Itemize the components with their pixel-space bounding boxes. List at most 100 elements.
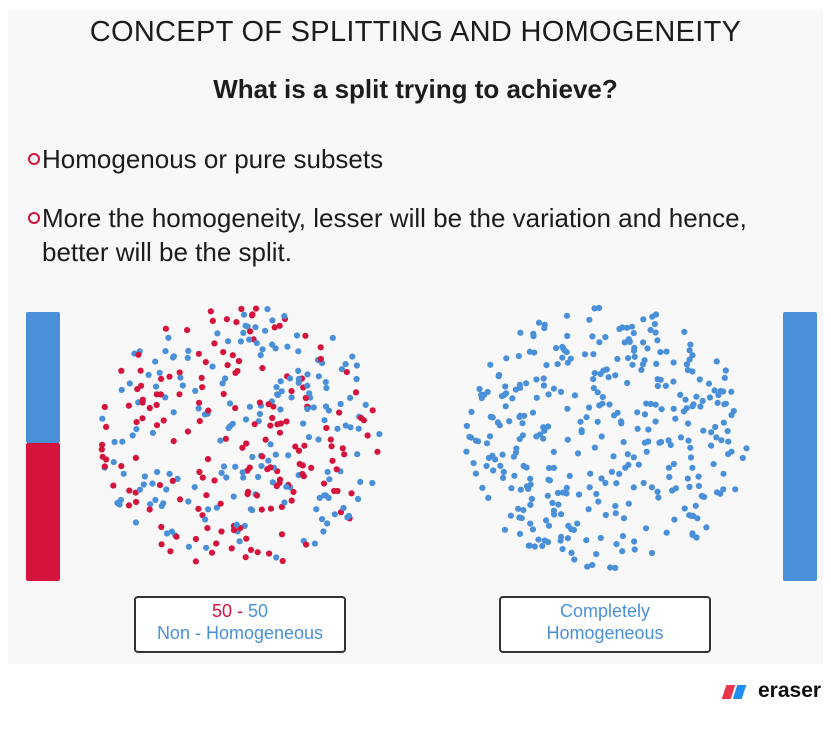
right-cloud-blue-dot	[670, 405, 677, 412]
left-cloud-red-dot	[199, 474, 206, 481]
left-cloud-blue-dot	[342, 422, 349, 429]
left-cloud-red-dot	[295, 447, 303, 454]
left-bar-blue-segment	[26, 312, 60, 443]
right-cloud-blue-dot	[550, 464, 558, 471]
left-cloud-blue-dot	[274, 391, 281, 399]
left-cloud-red-dot	[207, 308, 214, 315]
right-cloud-blue-dot	[690, 512, 697, 519]
right-cloud-blue-dot	[666, 473, 673, 481]
right-cloud-blue-dot	[589, 561, 596, 569]
right-cloud-blue-dot	[516, 530, 524, 538]
left-cloud-red-dot	[229, 352, 236, 359]
right-cloud-blue-dot	[585, 506, 592, 513]
left-cloud-red-dot	[213, 540, 220, 547]
left-cloud-red-dot	[156, 482, 164, 489]
left-cloud-blue-dot	[306, 390, 313, 397]
left-cloud-red-dot	[251, 421, 258, 428]
left-cloud-red-dot	[204, 525, 211, 532]
right-cloud-blue-dot	[695, 482, 703, 490]
left-cloud-red-dot	[239, 444, 246, 451]
right-cloud-blue-dot	[521, 412, 528, 419]
left-cloud-blue-dot	[323, 384, 330, 392]
left-cloud-red-dot	[247, 546, 255, 554]
left-cloud-red-dot	[232, 405, 239, 412]
right-dot-cloud	[463, 304, 750, 572]
right-cloud-blue-dot	[500, 474, 507, 481]
left-cloud-blue-dot	[322, 379, 329, 386]
left-cloud-blue-dot	[246, 403, 253, 410]
left-cloud-red-dot	[266, 550, 273, 557]
left-cloud-blue-dot	[354, 451, 361, 458]
left-cloud-blue-dot	[281, 499, 288, 506]
right-cloud-blue-dot	[539, 542, 546, 550]
left-cloud-blue-dot	[269, 479, 276, 486]
left-cloud-blue-dot	[353, 362, 360, 369]
right-cloud-blue-dot	[655, 494, 662, 501]
left-cloud-blue-dot	[324, 468, 331, 475]
left-cloud-blue-dot	[135, 399, 142, 406]
right-cloud-blue-dot	[693, 393, 700, 400]
right-cloud-blue-dot	[529, 526, 537, 533]
right-cloud-blue-dot	[631, 353, 638, 360]
ratio-separator: -	[232, 601, 248, 621]
right-cloud-blue-dot	[527, 481, 534, 488]
left-cloud-blue-dot	[160, 500, 167, 507]
right-cloud-blue-dot	[540, 375, 547, 382]
left-cloud-red-dot	[103, 456, 110, 463]
right-cloud-blue-dot	[614, 355, 621, 363]
left-cloud-blue-dot	[132, 519, 139, 526]
left-cloud-blue-dot	[277, 378, 284, 385]
left-cloud-red-dot	[292, 443, 299, 450]
left-cloud-blue-dot	[310, 404, 317, 411]
right-cloud-blue-dot	[708, 429, 715, 436]
right-cloud-blue-dot	[616, 325, 623, 333]
left-cloud-blue-dot	[255, 473, 262, 481]
left-cloud-blue-dot	[152, 358, 159, 365]
right-cloud-blue-dot	[635, 461, 642, 468]
left-cloud-red-dot	[203, 492, 210, 499]
right-cloud-blue-dot	[689, 368, 696, 375]
left-cloud-red-dot	[302, 394, 309, 402]
right-cloud-blue-dot	[687, 444, 694, 451]
ratio-blue: 50	[248, 601, 269, 621]
right-cloud-blue-dot	[728, 388, 735, 395]
left-cloud-blue-dot	[357, 478, 364, 485]
right-cloud-blue-dot	[647, 400, 654, 407]
left-cloud-blue-dot	[217, 437, 224, 444]
right-cloud-blue-dot	[614, 409, 621, 416]
left-cloud-blue-dot	[376, 431, 383, 438]
right-cloud-blue-dot	[544, 492, 551, 499]
left-cloud-red-dot	[209, 317, 216, 324]
left-cloud-blue-dot	[119, 438, 126, 445]
left-cloud-blue-dot	[218, 469, 225, 476]
left-cloud-red-dot	[146, 506, 153, 513]
right-cloud-blue-dot	[589, 333, 596, 340]
left-cloud-red-dot	[320, 480, 328, 487]
right-cloud-blue-dot	[463, 422, 470, 430]
right-cloud-blue-dot	[602, 511, 609, 519]
right-cloud-blue-dot	[492, 456, 499, 463]
left-cloud-blue-dot	[184, 354, 191, 361]
right-cloud-blue-dot	[713, 434, 720, 441]
left-cloud-blue-dot	[264, 306, 271, 313]
left-cloud-blue-dot	[163, 486, 170, 493]
left-cloud-red-dot	[98, 446, 105, 453]
right-cloud-blue-dot	[475, 438, 482, 445]
right-cloud-blue-dot	[523, 380, 530, 387]
right-cloud-blue-dot	[598, 433, 605, 440]
right-cloud-blue-dot	[631, 538, 638, 545]
right-cloud-blue-dot	[571, 556, 578, 563]
right-cloud-blue-dot	[574, 450, 582, 457]
left-cloud-red-dot	[158, 523, 165, 531]
left-cloud-blue-dot	[111, 438, 118, 446]
right-cloud-blue-dot	[485, 454, 493, 461]
left-cloud-blue-dot	[293, 332, 301, 339]
right-cloud-blue-dot	[596, 339, 603, 346]
left-cloud-red-dot	[352, 389, 360, 396]
left-cloud-red-dot	[199, 384, 206, 391]
right-cloud-blue-dot	[519, 420, 526, 427]
left-cloud-blue-dot	[202, 516, 209, 523]
left-cloud-blue-dot	[192, 387, 199, 394]
right-cloud-blue-dot	[713, 358, 720, 365]
right-cloud-blue-dot	[549, 499, 556, 506]
